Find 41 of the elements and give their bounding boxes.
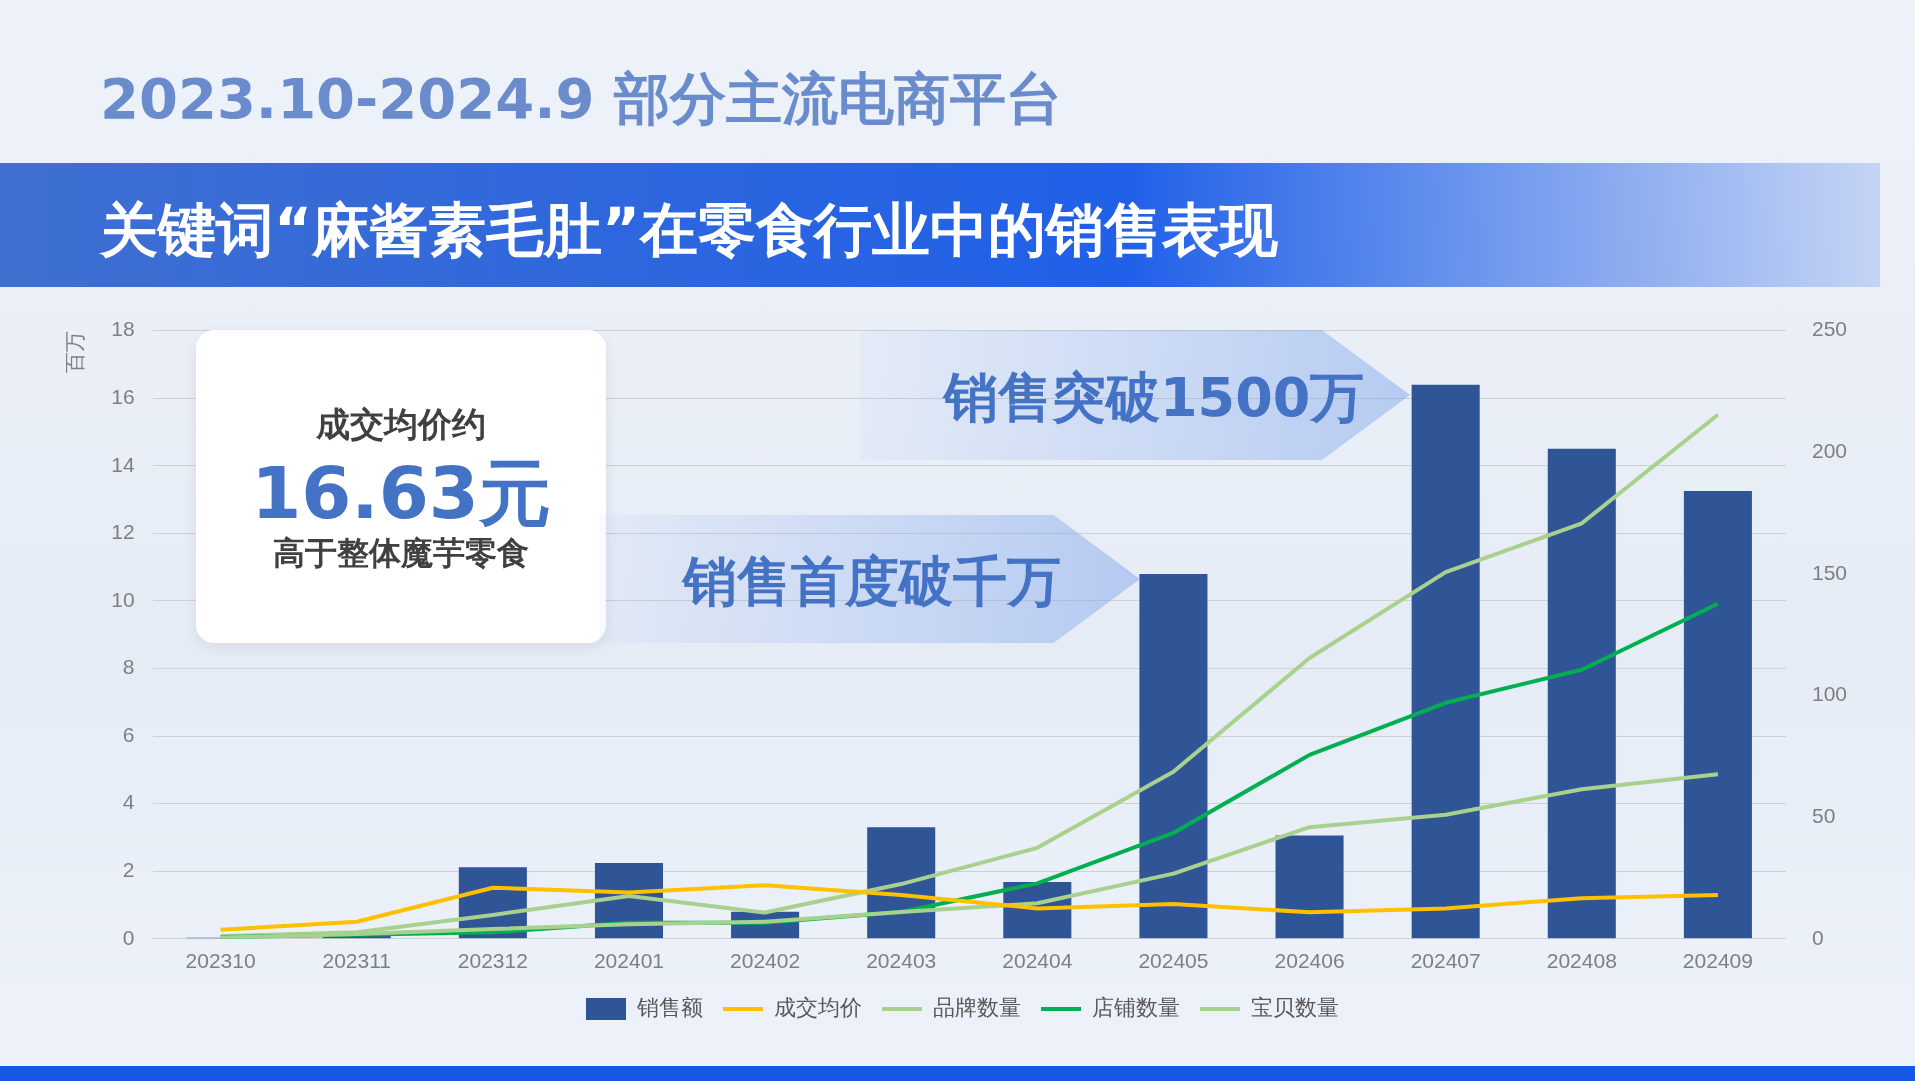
annotation: 16.63元: [250, 450, 552, 536]
legend-label: 品牌数量: [933, 994, 1021, 1020]
y-tick-label: 0: [122, 925, 135, 949]
x-tick-label: 202312: [457, 949, 528, 973]
y-tick-label: 8: [122, 655, 135, 679]
y2-tick-label: 250: [1811, 317, 1848, 341]
annotation: 销售突破1500万: [944, 365, 1365, 431]
x-tick-label: 202401: [593, 949, 665, 973]
y-tick-label: 10: [111, 587, 135, 611]
x-tick-label: 202402: [730, 949, 801, 973]
legend-label: 宝贝数量: [1251, 994, 1339, 1020]
x-tick-label: 202405: [1138, 949, 1209, 973]
y2-tick-label: 50: [1811, 803, 1836, 827]
y2-tick-label: 100: [1811, 682, 1848, 706]
annotation: 成交均价约: [315, 403, 487, 446]
legend-label: 销售额: [636, 994, 703, 1020]
chart-subtitle: 关键词“麻酱素毛肚”在零食行业中的销售表现: [100, 195, 1279, 266]
x-tick-label: 202404: [1002, 949, 1073, 973]
annotation: 销售首度破千万: [683, 549, 1061, 615]
y-tick-label: 4: [122, 790, 135, 814]
x-tick-label: 202406: [1274, 949, 1345, 973]
x-tick-label: 202407: [1410, 949, 1481, 973]
y-tick-label: 14: [111, 452, 135, 476]
x-tick-label: 202311: [322, 949, 391, 973]
y-tick-label: 16: [111, 384, 135, 408]
y2-tick-label: 0: [1811, 925, 1824, 949]
annotation: 高于整体魔芋零食: [272, 533, 530, 574]
x-tick-label: 202310: [185, 949, 256, 973]
y-axis-title: 百万: [63, 330, 87, 373]
y-tick-label: 6: [122, 722, 135, 746]
legend-label: 成交均价: [774, 994, 862, 1020]
y-tick-label: 12: [111, 520, 135, 544]
legend-label: 店铺数量: [1092, 994, 1180, 1020]
chart-title: 2023.10-2024.9 部分主流电商平台: [100, 65, 1062, 133]
y2-tick-label: 150: [1811, 560, 1848, 584]
y-tick-label: 18: [111, 317, 135, 341]
x-tick-label: 202409: [1682, 949, 1753, 973]
y2-tick-label: 200: [1811, 439, 1848, 463]
y-tick-label: 2: [122, 858, 135, 882]
x-tick-label: 202408: [1546, 949, 1617, 973]
x-tick-label: 202403: [866, 949, 937, 973]
